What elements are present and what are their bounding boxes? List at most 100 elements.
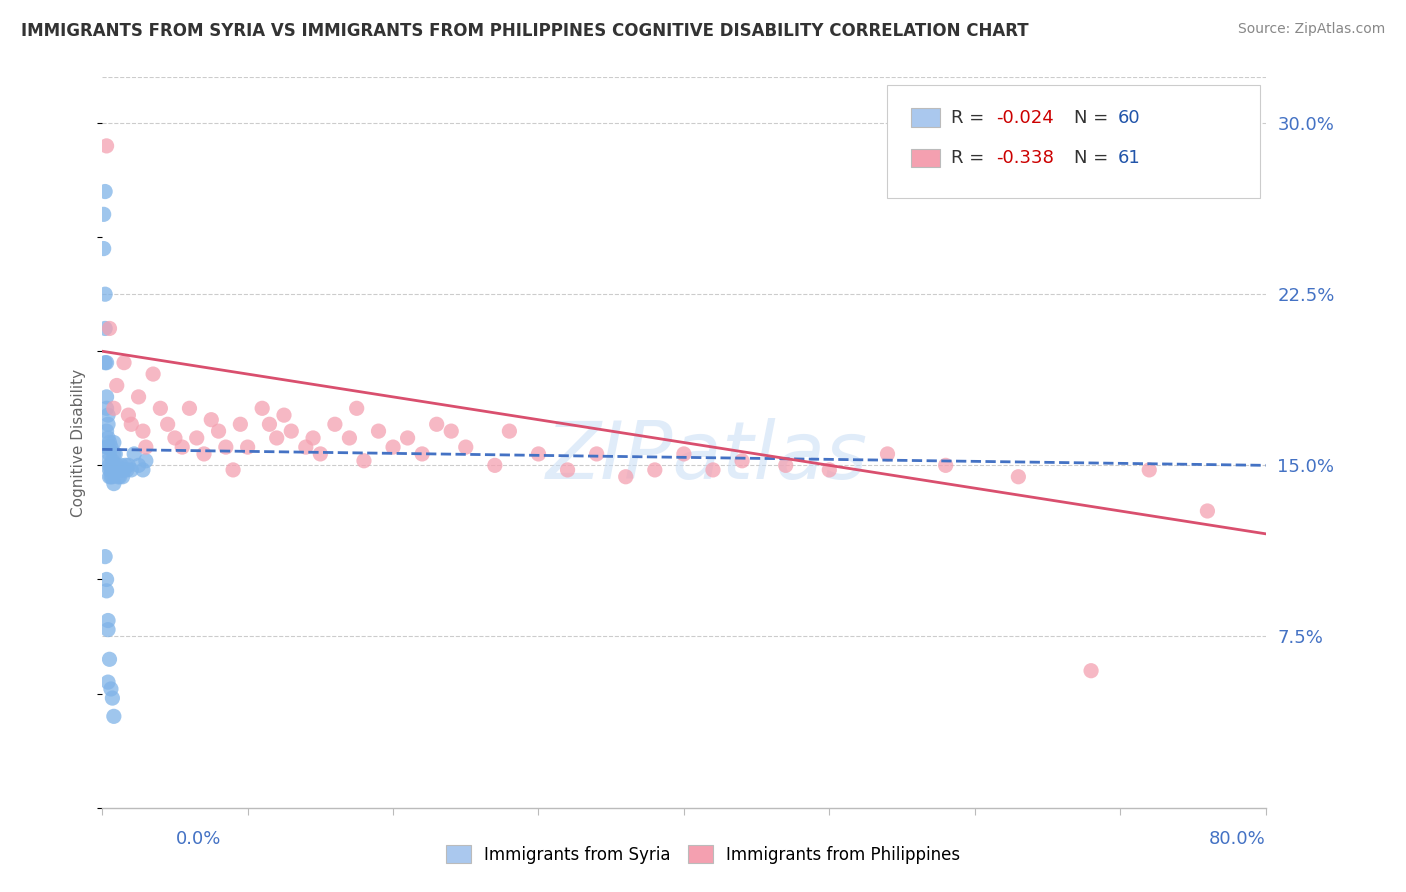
- Point: [172, 440, 194, 454]
- Point: [644, 463, 666, 477]
- Point: [110, 458, 132, 473]
- Point: [96, 390, 118, 404]
- FancyBboxPatch shape: [887, 85, 1260, 198]
- Point: [323, 417, 346, 432]
- Point: [302, 431, 325, 445]
- Point: [117, 408, 139, 422]
- Point: [103, 476, 125, 491]
- Text: R =: R =: [952, 109, 990, 127]
- Point: [557, 463, 579, 477]
- Point: [142, 367, 165, 381]
- Point: [207, 424, 229, 438]
- Point: [107, 463, 129, 477]
- Point: [101, 691, 124, 706]
- Point: [103, 709, 125, 723]
- Point: [98, 458, 121, 473]
- Text: ZIPatlas: ZIPatlas: [546, 418, 869, 496]
- Point: [259, 417, 281, 432]
- Point: [498, 424, 520, 438]
- Point: [105, 378, 128, 392]
- Point: [100, 463, 122, 477]
- Point: [266, 431, 288, 445]
- Point: [97, 623, 120, 637]
- Point: [93, 207, 115, 221]
- Point: [1007, 469, 1029, 483]
- Point: [935, 458, 957, 473]
- Point: [104, 463, 127, 477]
- FancyBboxPatch shape: [911, 109, 939, 127]
- Point: [1080, 664, 1102, 678]
- Point: [156, 417, 179, 432]
- Point: [96, 139, 118, 153]
- Point: [100, 681, 122, 696]
- Text: -0.338: -0.338: [995, 149, 1053, 167]
- Point: [94, 287, 117, 301]
- Text: Source: ZipAtlas.com: Source: ZipAtlas.com: [1237, 22, 1385, 37]
- FancyBboxPatch shape: [911, 149, 939, 167]
- Point: [97, 408, 120, 422]
- Point: [367, 424, 389, 438]
- Point: [104, 447, 127, 461]
- Text: 0.0%: 0.0%: [176, 830, 221, 847]
- Point: [103, 447, 125, 461]
- Point: [96, 356, 118, 370]
- Point: [120, 463, 142, 477]
- Point: [108, 463, 131, 477]
- Point: [98, 463, 121, 477]
- Point: [94, 185, 117, 199]
- Point: [135, 454, 157, 468]
- Point: [775, 458, 797, 473]
- Point: [108, 469, 131, 483]
- Point: [222, 463, 245, 477]
- Point: [101, 469, 124, 483]
- Point: [527, 447, 550, 461]
- Point: [105, 463, 128, 477]
- Point: [94, 549, 117, 564]
- Point: [135, 440, 157, 454]
- Text: IMMIGRANTS FROM SYRIA VS IMMIGRANTS FROM PHILIPPINES COGNITIVE DISABILITY CORREL: IMMIGRANTS FROM SYRIA VS IMMIGRANTS FROM…: [21, 22, 1029, 40]
- Point: [97, 454, 120, 468]
- Text: R =: R =: [952, 149, 990, 167]
- Point: [103, 458, 125, 473]
- Point: [97, 440, 120, 454]
- Point: [179, 401, 201, 416]
- Point: [876, 447, 898, 461]
- Point: [93, 242, 115, 256]
- Point: [97, 614, 120, 628]
- Point: [128, 390, 150, 404]
- Point: [122, 447, 145, 461]
- Point: [200, 413, 222, 427]
- Point: [614, 469, 637, 483]
- Point: [96, 401, 118, 416]
- Point: [111, 469, 134, 483]
- Point: [98, 447, 121, 461]
- Point: [98, 469, 121, 483]
- Point: [103, 435, 125, 450]
- Point: [294, 440, 316, 454]
- Point: [94, 356, 117, 370]
- Point: [280, 424, 302, 438]
- Text: 61: 61: [1118, 149, 1140, 167]
- Point: [731, 454, 754, 468]
- Point: [339, 431, 361, 445]
- Point: [107, 469, 129, 483]
- Point: [672, 447, 695, 461]
- Point: [128, 458, 150, 473]
- Point: [454, 440, 477, 454]
- Point: [215, 440, 238, 454]
- Point: [440, 424, 463, 438]
- Point: [1137, 463, 1160, 477]
- Point: [818, 463, 841, 477]
- Point: [426, 417, 449, 432]
- Point: [105, 458, 128, 473]
- Point: [273, 408, 295, 422]
- Point: [97, 431, 120, 445]
- Point: [309, 447, 332, 461]
- Point: [96, 583, 118, 598]
- Text: N =: N =: [1074, 149, 1114, 167]
- Point: [702, 463, 724, 477]
- Point: [117, 458, 139, 473]
- Point: [193, 447, 215, 461]
- Point: [103, 401, 125, 416]
- Legend: Immigrants from Syria, Immigrants from Philippines: Immigrants from Syria, Immigrants from P…: [439, 838, 967, 871]
